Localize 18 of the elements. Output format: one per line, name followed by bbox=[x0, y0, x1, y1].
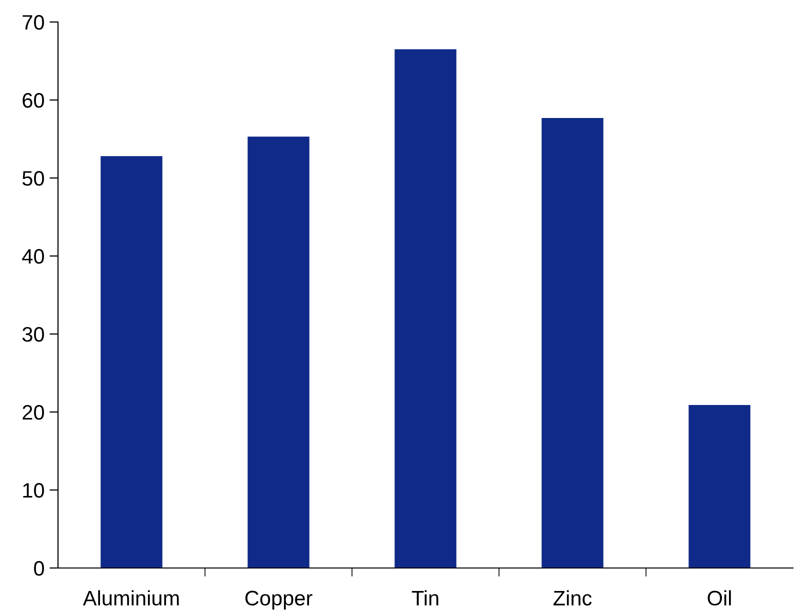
x-tick-label: Oil bbox=[708, 590, 731, 606]
y-tick-label: 60 bbox=[22, 93, 44, 108]
x-tick-label: Copper bbox=[245, 590, 312, 610]
x-tick-label: Aluminium bbox=[82, 590, 179, 606]
y-tick-label: 50 bbox=[22, 171, 44, 186]
y-tick-label: 40 bbox=[22, 249, 44, 264]
bar bbox=[394, 49, 456, 568]
bar bbox=[100, 156, 162, 568]
y-tick-label: 70 bbox=[22, 15, 44, 30]
bar bbox=[542, 118, 604, 568]
y-tick-label: 30 bbox=[22, 327, 44, 342]
y-tick-label: 10 bbox=[23, 483, 44, 498]
y-tick-label: 20 bbox=[22, 405, 44, 420]
bar bbox=[248, 136, 310, 568]
y-tick-label: 0 bbox=[34, 561, 44, 576]
x-tick-label: Zinc bbox=[553, 590, 592, 606]
x-tick-label: Tin bbox=[412, 590, 438, 606]
bar bbox=[688, 404, 750, 568]
